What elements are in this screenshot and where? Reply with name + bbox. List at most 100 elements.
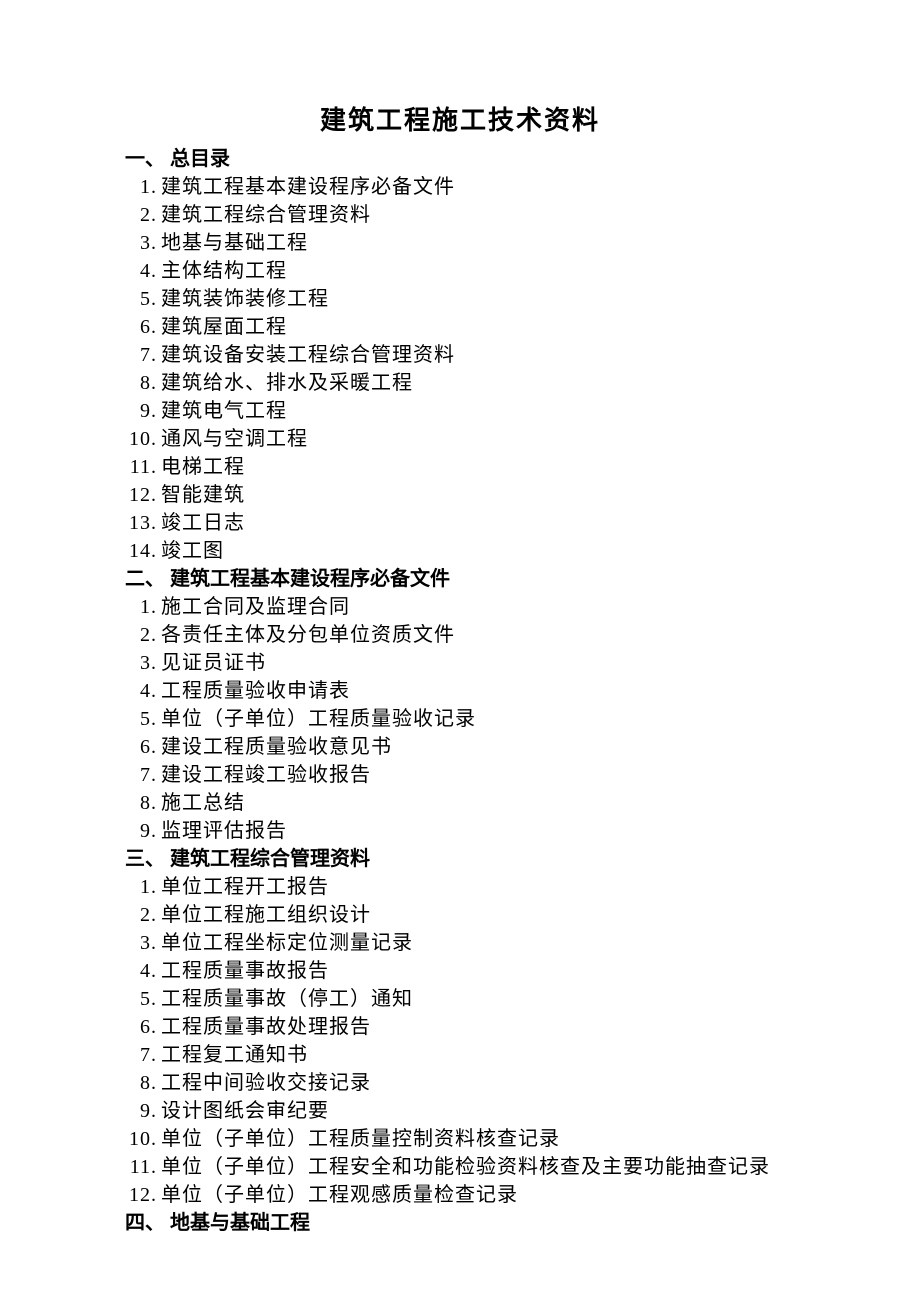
list-item: 14.竣工图 [115,537,805,565]
list-item: 12.单位（子单位）工程观感质量检查记录 [115,1181,805,1209]
list-item-number: 5. [115,985,161,1013]
document-title: 建筑工程施工技术资料 [115,100,805,137]
list-item-text: 施工合同及监理合同 [161,593,805,621]
list-item-text: 施工总结 [161,789,805,817]
list-item-number: 4. [115,257,161,285]
list-item: 6.建筑屋面工程 [115,313,805,341]
list-item: 9.监理评估报告 [115,817,805,845]
list-item-number: 4. [115,677,161,705]
list-item-text: 通风与空调工程 [161,425,805,453]
list-item-text: 地基与基础工程 [161,229,805,257]
document-content: 一、 总目录1.建筑工程基本建设程序必备文件2.建筑工程综合管理资料3.地基与基… [115,145,805,1237]
list-item: 1.施工合同及监理合同 [115,593,805,621]
list-item: 2.各责任主体及分包单位资质文件 [115,621,805,649]
list-item-text: 建筑装饰装修工程 [161,285,805,313]
list-item-number: 9. [115,1097,161,1125]
list-item-number: 2. [115,201,161,229]
list-item-text: 建筑工程综合管理资料 [161,201,805,229]
list-item-number: 7. [115,1041,161,1069]
list-item-text: 建筑工程基本建设程序必备文件 [161,173,805,201]
list-item: 5.单位（子单位）工程质量验收记录 [115,705,805,733]
list-item-text: 单位工程施工组织设计 [161,901,805,929]
list-item-number: 7. [115,761,161,789]
list-item-number: 7. [115,341,161,369]
list-item: 1.单位工程开工报告 [115,873,805,901]
list-item: 7.建设工程竣工验收报告 [115,761,805,789]
list-item: 5.工程质量事故（停工）通知 [115,985,805,1013]
section-header: 一、 总目录 [115,145,805,173]
list-item-text: 单位（子单位）工程安全和功能检验资料核查及主要功能抽查记录 [161,1153,805,1181]
list-item: 4.工程质量验收申请表 [115,677,805,705]
list-item-number: 5. [115,285,161,313]
list-item: 3.单位工程坐标定位测量记录 [115,929,805,957]
list-item: 4.主体结构工程 [115,257,805,285]
list-item-text: 单位（子单位）工程观感质量检查记录 [161,1181,805,1209]
list-item-number: 11. [115,1153,161,1181]
list-item-text: 单位（子单位）工程质量验收记录 [161,705,805,733]
list-item: 3.地基与基础工程 [115,229,805,257]
list-item-text: 单位工程开工报告 [161,873,805,901]
list-item-number: 1. [115,593,161,621]
list-item: 11.单位（子单位）工程安全和功能检验资料核查及主要功能抽查记录 [115,1153,805,1181]
list-item: 3.见证员证书 [115,649,805,677]
list-item-number: 12. [115,481,161,509]
list-item-number: 9. [115,817,161,845]
section-header: 四、 地基与基础工程 [115,1209,805,1237]
list-item: 6.工程质量事故处理报告 [115,1013,805,1041]
list-item: 9.设计图纸会审纪要 [115,1097,805,1125]
list-item-text: 主体结构工程 [161,257,805,285]
list-item-number: 9. [115,397,161,425]
list-item: 8.施工总结 [115,789,805,817]
list-item: 4.工程质量事故报告 [115,957,805,985]
list-item-text: 工程质量事故报告 [161,957,805,985]
list-item: 11.电梯工程 [115,453,805,481]
list-item-text: 建筑屋面工程 [161,313,805,341]
list-item-number: 6. [115,1013,161,1041]
list-item: 12.智能建筑 [115,481,805,509]
list-item: 5.建筑装饰装修工程 [115,285,805,313]
list-item-number: 10. [115,1125,161,1153]
list-item-text: 建设工程竣工验收报告 [161,761,805,789]
list-item-text: 建筑设备安装工程综合管理资料 [161,341,805,369]
list-item-number: 14. [115,537,161,565]
list-item: 10.单位（子单位）工程质量控制资料核查记录 [115,1125,805,1153]
list-item-number: 8. [115,789,161,817]
list-item-text: 智能建筑 [161,481,805,509]
list-item-number: 13. [115,509,161,537]
list-item-text: 竣工日志 [161,509,805,537]
list-item-text: 各责任主体及分包单位资质文件 [161,621,805,649]
list-item: 1.建筑工程基本建设程序必备文件 [115,173,805,201]
list-item-text: 工程质量事故（停工）通知 [161,985,805,1013]
list-item-text: 竣工图 [161,537,805,565]
list-item: 10.通风与空调工程 [115,425,805,453]
section-header: 二、 建筑工程基本建设程序必备文件 [115,565,805,593]
list-item-text: 工程质量事故处理报告 [161,1013,805,1041]
list-item-number: 4. [115,957,161,985]
list-item-number: 5. [115,705,161,733]
list-item-number: 8. [115,1069,161,1097]
list-item: 13.竣工日志 [115,509,805,537]
list-item-text: 监理评估报告 [161,817,805,845]
list-item: 2.建筑工程综合管理资料 [115,201,805,229]
list-item: 8.工程中间验收交接记录 [115,1069,805,1097]
list-item-text: 工程中间验收交接记录 [161,1069,805,1097]
list-item-number: 3. [115,649,161,677]
list-item-number: 6. [115,733,161,761]
list-item-number: 10. [115,425,161,453]
list-item: 6.建设工程质量验收意见书 [115,733,805,761]
list-item: 2.单位工程施工组织设计 [115,901,805,929]
list-item-number: 2. [115,901,161,929]
list-item: 7.建筑设备安装工程综合管理资料 [115,341,805,369]
section-header: 三、 建筑工程综合管理资料 [115,845,805,873]
list-item-number: 8. [115,369,161,397]
list-item-number: 3. [115,229,161,257]
list-item-number: 1. [115,173,161,201]
list-item-number: 11. [115,453,161,481]
list-item-text: 见证员证书 [161,649,805,677]
list-item-number: 12. [115,1181,161,1209]
list-item-text: 电梯工程 [161,453,805,481]
list-item-number: 1. [115,873,161,901]
list-item: 9.建筑电气工程 [115,397,805,425]
list-item-number: 3. [115,929,161,957]
list-item-text: 建筑电气工程 [161,397,805,425]
